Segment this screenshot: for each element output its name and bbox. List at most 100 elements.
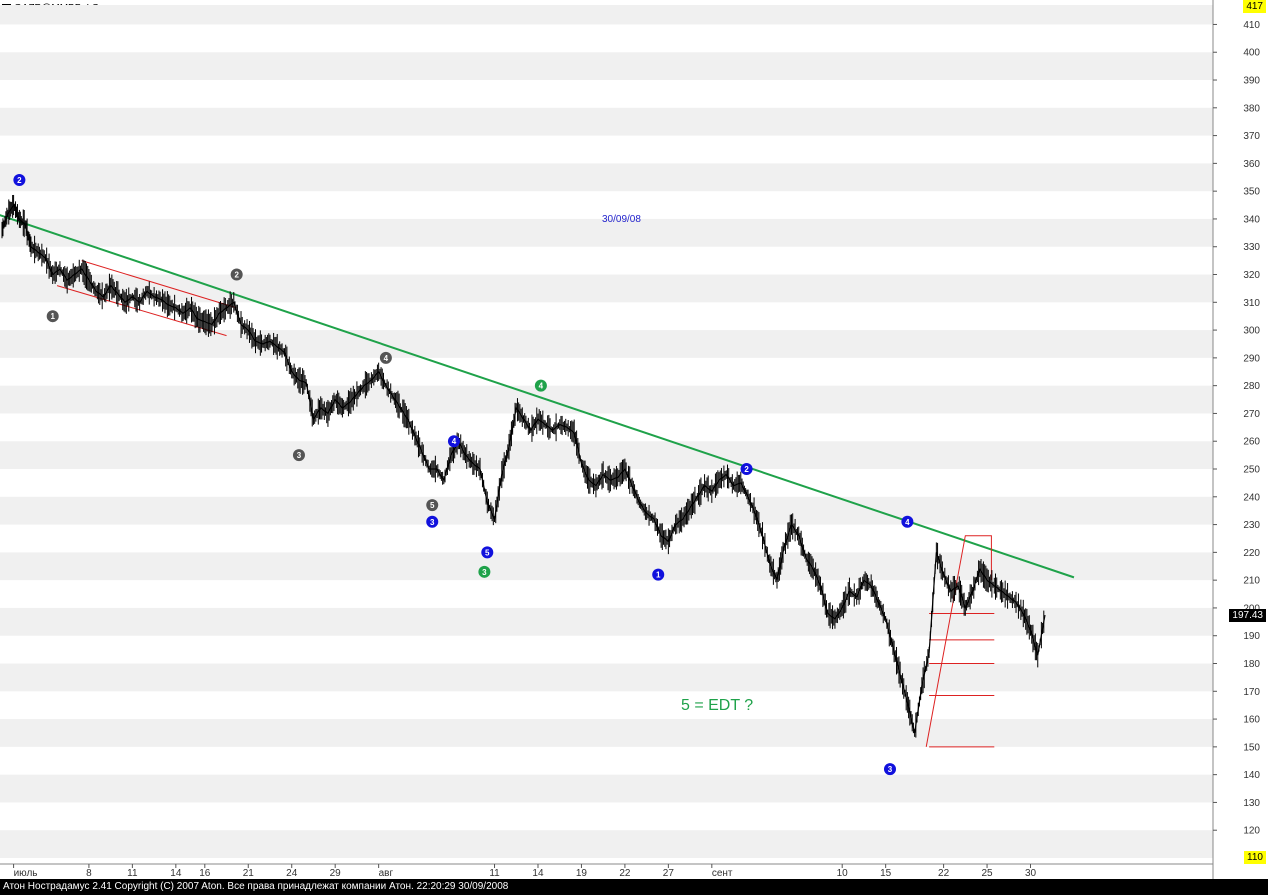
wave-marker-blue: [883, 763, 896, 776]
y-tick-label: 410: [1243, 20, 1260, 31]
x-tick-label: 30: [1025, 868, 1037, 879]
x-tick-label: 21: [243, 868, 255, 879]
date-annotation: 30/09/08: [602, 214, 641, 225]
grid-band: [0, 552, 1213, 581]
x-tick-label: 19: [576, 868, 588, 879]
trendline: [0, 214, 1075, 579]
y-tick-label: 290: [1243, 353, 1260, 364]
grid-band: [0, 5, 1213, 25]
grid-band: [0, 163, 1213, 192]
y-tick-label: 150: [1243, 742, 1260, 753]
x-tick-label: 25: [981, 868, 993, 879]
y-grid-bands: [0, 5, 1213, 858]
y-tick-label: 280: [1243, 381, 1260, 392]
wave-marker-label: 4: [384, 354, 389, 363]
wave-marker-gray: [230, 268, 243, 281]
grid-band: [0, 774, 1213, 803]
grid-band: [0, 218, 1213, 247]
edt-annotation: 5 = EDT ?: [681, 697, 754, 714]
grid-band: [0, 52, 1213, 81]
y-tick-label: 230: [1243, 520, 1260, 531]
y-tick-label: 200: [1243, 603, 1260, 614]
grid-band: [0, 607, 1213, 636]
x-tick-label: июль: [14, 868, 38, 879]
price-max-box: 417: [1243, 0, 1266, 13]
wave-marker-blue: [740, 463, 753, 476]
y-tick-label: 240: [1243, 492, 1260, 503]
wave-marker-label: 3: [482, 568, 487, 577]
trendline-layer: [0, 214, 1075, 579]
x-tick-label: 16: [199, 868, 211, 879]
grid-band: [0, 663, 1213, 692]
wave-marker-label: 3: [297, 451, 302, 460]
wave-marker-green: [534, 379, 547, 392]
y-axis: 120 130 140 150 160 170 180 190 200 210 220 230 240 2…: [1212, 0, 1260, 879]
wave-marker-label: 3: [430, 518, 435, 527]
x-tick-label: 11: [127, 868, 138, 879]
wave-marker-gray: [292, 449, 305, 462]
wave-marker-label: 3: [888, 765, 893, 774]
y-tick-label: 400: [1243, 48, 1260, 59]
x-tick-label: 11: [489, 868, 500, 879]
y-tick-label: 300: [1243, 326, 1260, 337]
wave-marker-label: 5: [485, 548, 490, 557]
y-tick-label: 120: [1243, 826, 1260, 837]
wave-marker-label: 4: [452, 437, 457, 446]
x-axis: июль 8 11 14 16 21 24 29 авг 11 14 19 22 27 сент 10 15 22…: [0, 863, 1213, 879]
price-series-layer: [1, 194, 1046, 738]
x-tick-label: 14: [532, 868, 544, 879]
grid-band: [0, 107, 1213, 136]
x-tick-label: 24: [286, 868, 298, 879]
y-tick-label: 390: [1243, 76, 1260, 87]
grid-band: [0, 719, 1213, 747]
x-tick-label: авг: [379, 868, 394, 879]
wave-marker-gray: [46, 310, 59, 323]
wave-marker-gray: [426, 499, 439, 512]
wave-marker-label: 5: [430, 501, 435, 510]
x-tick-label: 22: [619, 868, 631, 879]
y-tick-label: 130: [1243, 798, 1260, 809]
wave-marker-label: 4: [539, 382, 544, 391]
y-tick-label: 250: [1243, 465, 1260, 476]
grid-band: [0, 830, 1213, 858]
wave-marker-label: 4: [905, 518, 910, 527]
wave-marker-blue: [481, 546, 494, 559]
x-tick-label: 15: [880, 868, 892, 879]
y-tick-label: 380: [1243, 103, 1260, 114]
x-tick-label: 22: [938, 868, 950, 879]
status-bar: Атон Нострадамус 2.41 Copyright (C) 2007…: [0, 879, 1268, 895]
y-tick-label: 210: [1243, 576, 1260, 587]
wave-marker-label: 2: [744, 465, 749, 474]
edt-triangle-layer: [925, 535, 995, 748]
edt-triangle: [925, 535, 992, 747]
x-tick-label: 8: [86, 868, 92, 879]
y-tick-label: 160: [1243, 715, 1260, 726]
grid-band: [0, 441, 1213, 470]
y-tick-label: 180: [1243, 659, 1260, 670]
y-tick-label: 370: [1243, 131, 1260, 142]
y-tick-label: 340: [1243, 214, 1260, 225]
wave-marker-blue: [901, 515, 914, 528]
wave-marker-green: [478, 565, 491, 578]
x-tick-label: 14: [170, 868, 182, 879]
y-tick-label: 170: [1243, 687, 1260, 698]
price-min-box: 110: [1244, 851, 1266, 864]
wave-marker-gray: [379, 351, 392, 364]
grid-band: [0, 330, 1213, 358]
y-tick-label: 260: [1243, 437, 1260, 448]
wave-marker-blue: [447, 435, 460, 448]
wave-markers-layer: 2 1 2 3 4 4 5 3 5 3 4 1 2 4 3: [13, 174, 914, 776]
x-tick-label: сент: [712, 868, 733, 879]
x-tick-label: 10: [837, 868, 849, 879]
y-tick-label: 270: [1243, 409, 1260, 420]
grid-band: [0, 274, 1213, 303]
current-price-box: 197.43: [1229, 609, 1266, 622]
wave-marker-blue: [426, 515, 439, 528]
wave-marker-label: 2: [234, 271, 239, 280]
y-tick-label: 360: [1243, 159, 1260, 170]
grid-band: [0, 496, 1213, 525]
wave-marker-label: 2: [17, 176, 22, 185]
x-tick-label: 27: [663, 868, 675, 879]
y-tick-label: 190: [1243, 631, 1260, 642]
